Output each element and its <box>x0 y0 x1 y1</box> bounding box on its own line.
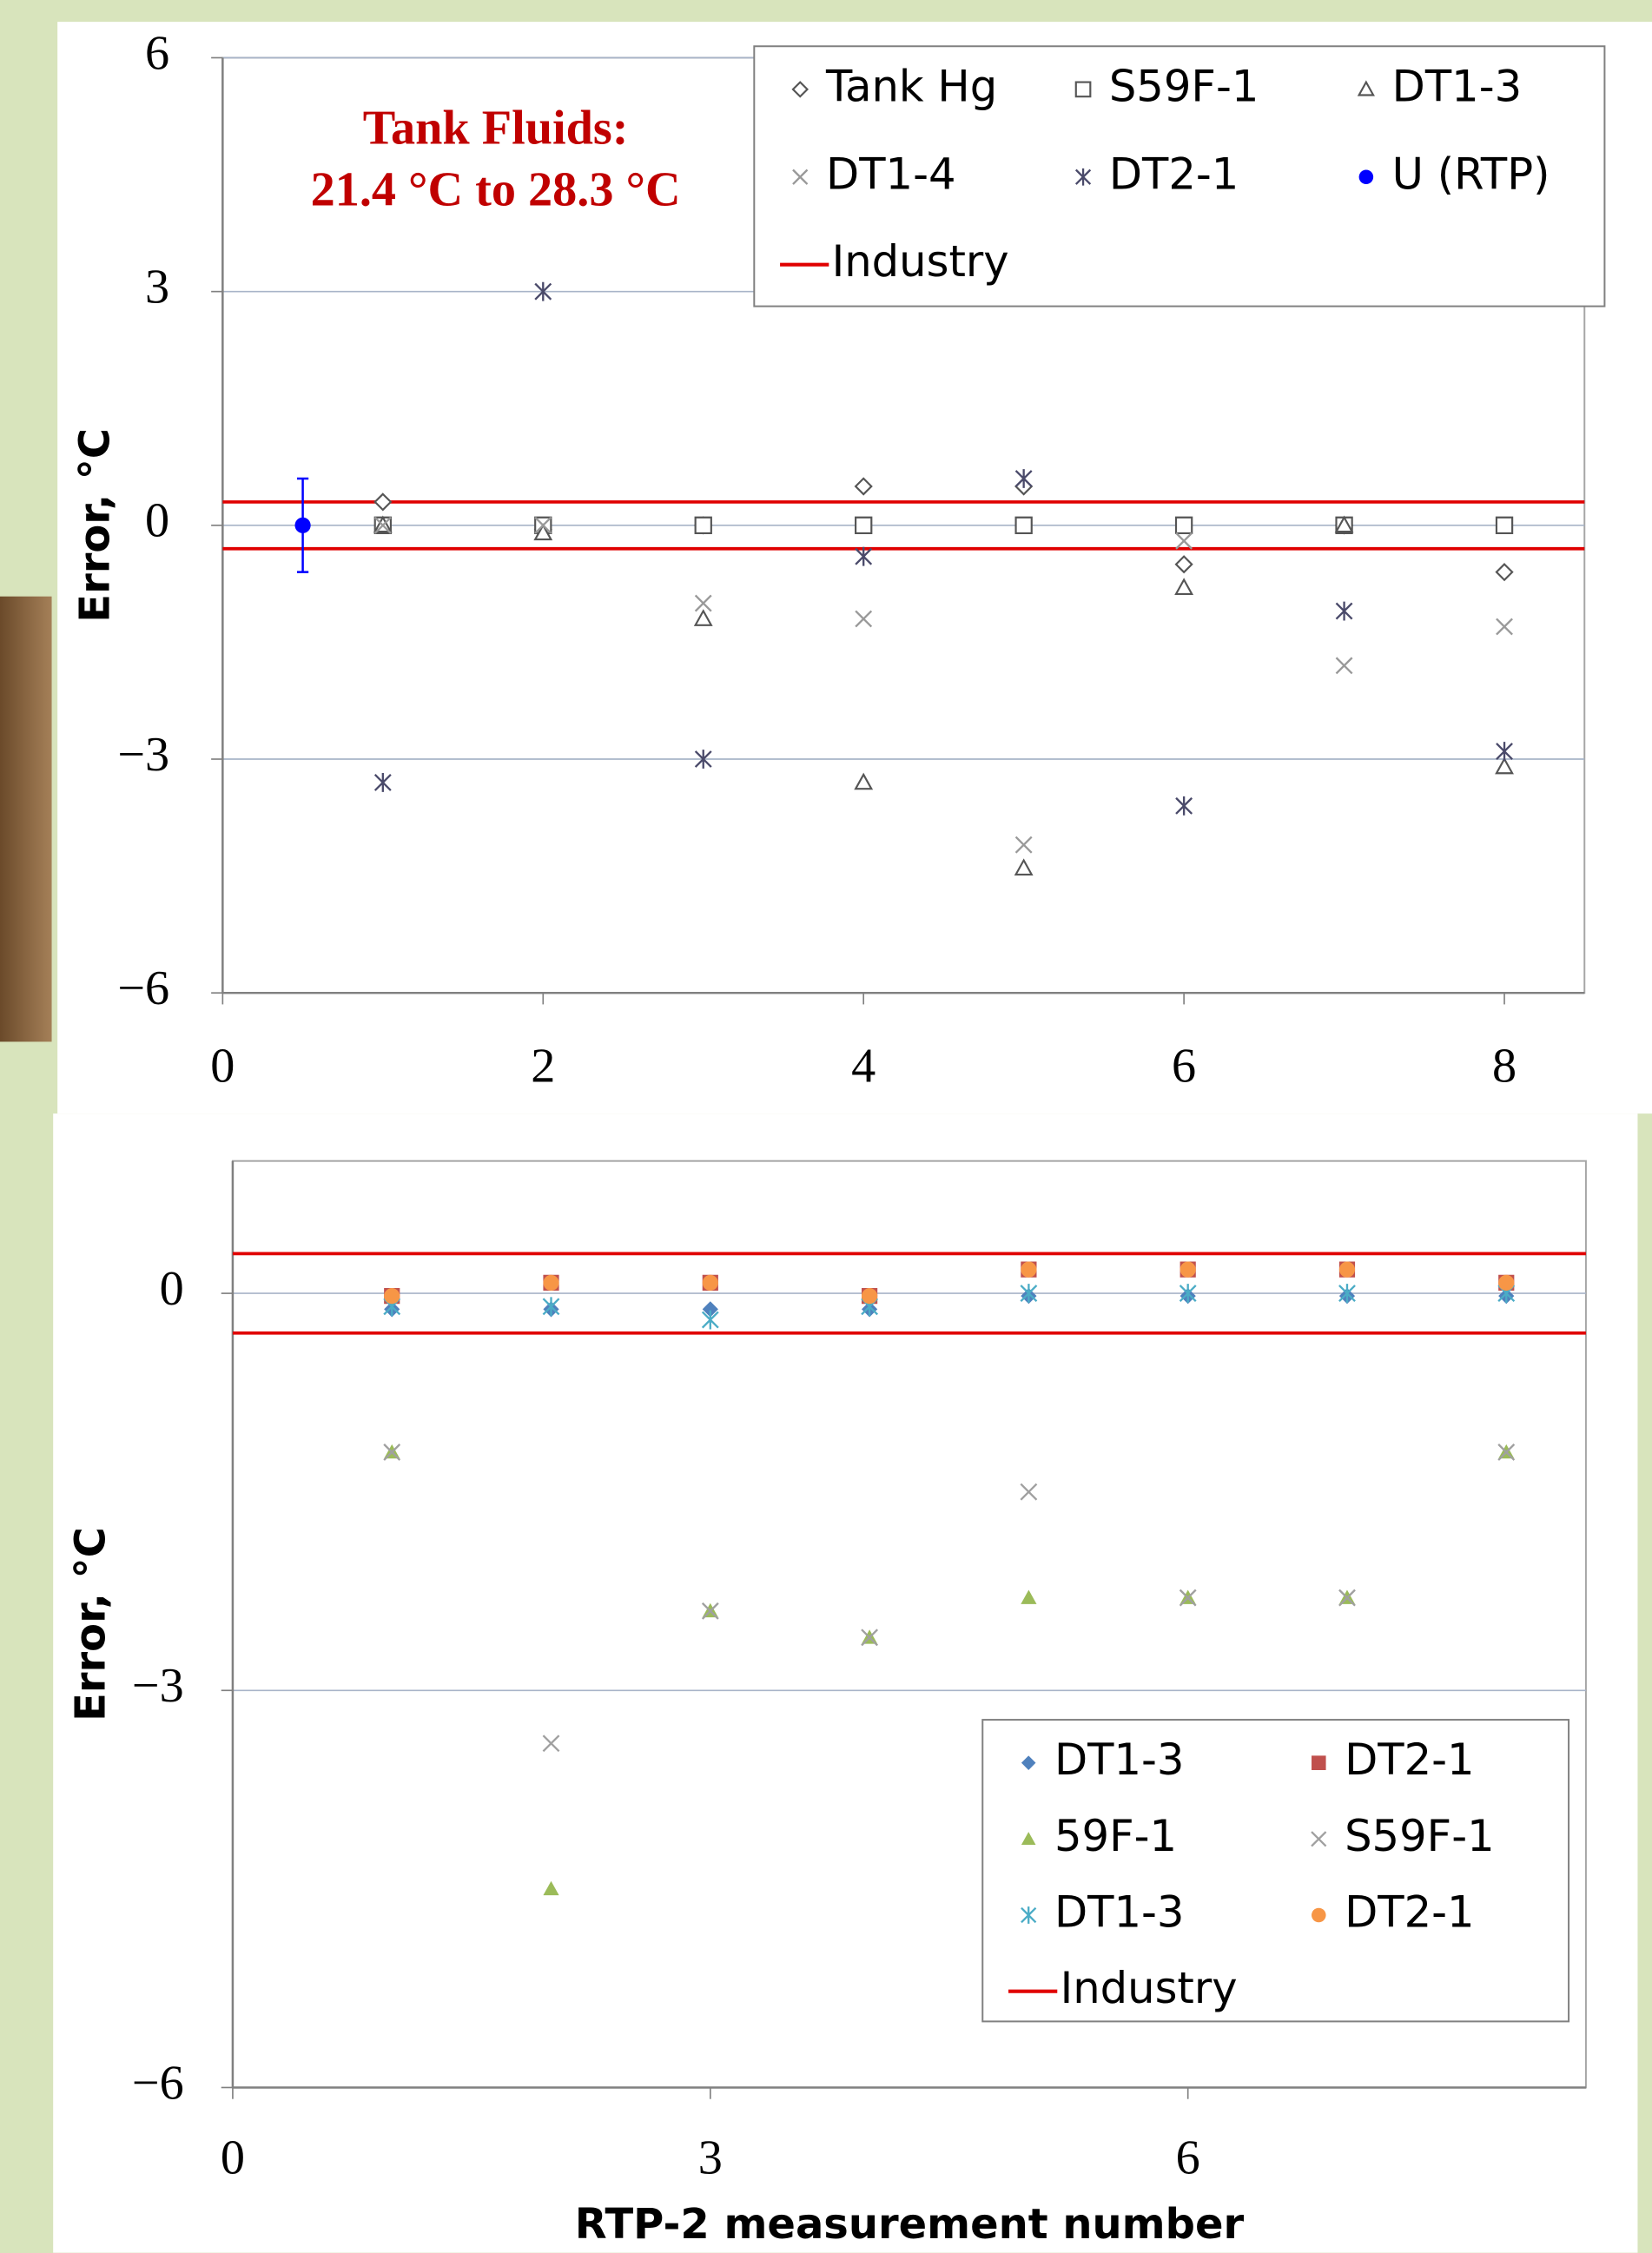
legend-label: DT1-3 <box>1392 61 1523 111</box>
x-axis-title: RTP-2 measurement number <box>575 2200 1245 2249</box>
y-tick-label: −6 <box>132 2056 184 2110</box>
photo-strip <box>0 597 52 1042</box>
legend-label: Tank Hg <box>825 61 997 111</box>
legend-label: Industry <box>832 236 1009 287</box>
legend-label: S59F-1 <box>1345 1811 1495 1861</box>
data-point <box>1176 518 1192 533</box>
data-point <box>703 1275 718 1291</box>
legend-label: S59F-1 <box>1109 61 1259 111</box>
data-point <box>696 518 711 533</box>
data-point <box>1339 1262 1355 1278</box>
data-point <box>1016 518 1032 533</box>
x-tick-label: 2 <box>531 1039 555 1093</box>
y-tick-label: 6 <box>145 26 169 80</box>
x-tick-label: 3 <box>698 2131 723 2184</box>
y-axis-title: Error, °C <box>67 1527 116 1721</box>
y-tick-label: −6 <box>117 961 169 1015</box>
data-point <box>1497 518 1512 533</box>
annotation: 21.4 °C to 28.3 °C <box>311 163 681 217</box>
legend-label: 59F-1 <box>1054 1811 1177 1861</box>
x-tick-label: 0 <box>210 1039 235 1093</box>
legend-label: Industry <box>1061 1963 1238 2013</box>
y-tick-label: 3 <box>145 261 169 314</box>
legend-label: DT1-3 <box>1054 1886 1185 1937</box>
page: {"chart_data": [ {"type": "scatter", "y_… <box>0 0 1652 2253</box>
legend-label: DT2-1 <box>1345 1734 1475 1785</box>
data-point <box>862 1288 877 1304</box>
annotation: Tank Fluids: <box>363 101 629 155</box>
data-point <box>384 1288 400 1304</box>
data-point <box>1021 1262 1036 1278</box>
legend-marker <box>1312 1755 1326 1770</box>
legend-label: DT1-4 <box>826 149 956 199</box>
legend-label: DT1-3 <box>1054 1734 1185 1785</box>
legend-marker <box>1076 83 1091 97</box>
x-tick-label: 8 <box>1492 1039 1517 1093</box>
x-tick-label: 0 <box>221 2131 245 2184</box>
x-tick-label: 6 <box>1172 1039 1196 1093</box>
legend-label: U (RTP) <box>1392 149 1550 199</box>
x-tick-label: 6 <box>1176 2131 1200 2184</box>
figure: 6 3 0 −3 −6 0 2 4 6 8 Error, °C Tank Fluids: 21.4 °C… <box>0 0 1652 2253</box>
y-tick-label: −3 <box>132 1659 184 1713</box>
y-tick-label: −3 <box>117 728 169 782</box>
legend-marker <box>1359 169 1374 184</box>
x-tick-label: 4 <box>851 1039 876 1093</box>
legend-label: DT2-1 <box>1345 1886 1475 1937</box>
y-axis-title: Error, °C <box>70 428 119 623</box>
y-tick-label: 0 <box>160 1262 184 1316</box>
data-point <box>1180 1262 1196 1278</box>
data-point <box>856 518 871 533</box>
y-tick-label: 0 <box>145 494 169 548</box>
data-point <box>1498 1275 1514 1291</box>
legend-label: DT2-1 <box>1109 149 1239 199</box>
data-point <box>543 1275 558 1291</box>
data-point <box>294 518 310 533</box>
legend-marker <box>1312 1908 1326 1923</box>
